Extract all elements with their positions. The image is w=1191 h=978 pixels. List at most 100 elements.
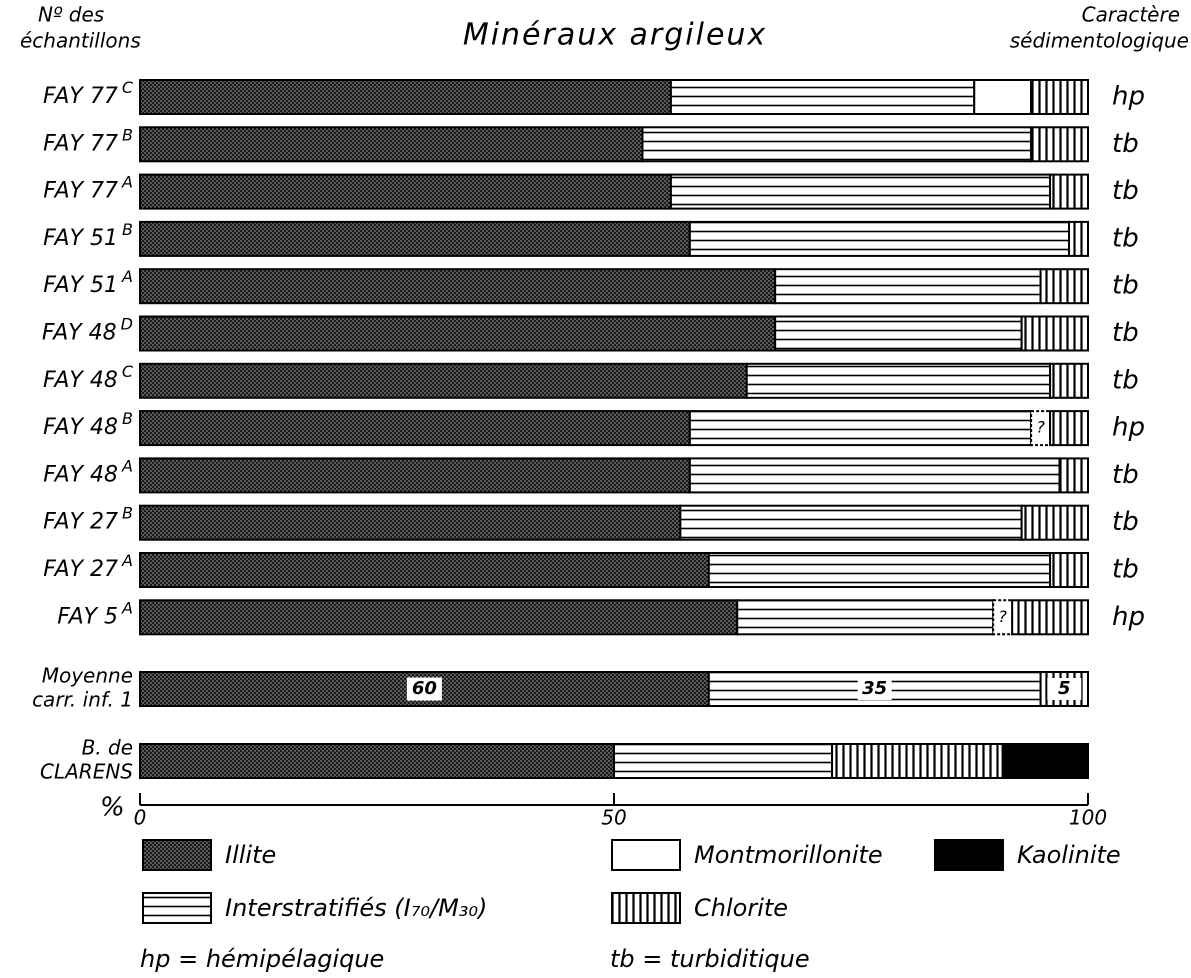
legend-swatch <box>611 892 681 924</box>
uncertain-label: ? <box>998 607 1007 626</box>
left-header: échantillons <box>20 29 141 53</box>
category-superscript: B <box>122 503 133 522</box>
value-label: 60 <box>412 678 437 699</box>
category-label: FAY 77 B <box>43 125 133 157</box>
bar-segment <box>139 743 615 779</box>
category-text: FAY 27 <box>43 557 118 582</box>
bar-segment <box>139 79 672 115</box>
sediment-label: tb <box>1112 460 1139 490</box>
bar-segment <box>139 599 739 636</box>
category-label: carr. inf. 1 <box>32 688 133 712</box>
bar-segment <box>139 220 691 257</box>
sediment-label: hp <box>1112 413 1145 443</box>
category-text: FAY 51 <box>43 273 118 298</box>
bar-segment <box>1011 599 1089 636</box>
sediment-label: tb <box>1112 129 1139 159</box>
category-text: FAY 5 <box>57 604 118 629</box>
sediment-label: tb <box>1112 555 1139 585</box>
category-superscript: C <box>122 78 134 97</box>
category-label: FAY 51 B <box>43 219 133 251</box>
category-superscript: B <box>122 125 133 144</box>
category-label: FAY 48 B <box>43 409 133 441</box>
note: hp = hémipélagique <box>140 945 384 973</box>
bar-segment <box>1049 410 1089 447</box>
category-text: FAY 48 <box>42 321 117 346</box>
x-tick-label: 0 <box>134 806 147 830</box>
bar-segment <box>669 173 1052 210</box>
bar-segment <box>688 220 1071 257</box>
bar-segment <box>774 268 1042 305</box>
bar-segment <box>1001 743 1089 779</box>
category-label: FAY 77 A <box>43 172 133 204</box>
bar-segment <box>736 599 995 636</box>
category-label: FAY 77 C <box>43 78 134 110</box>
category-text: FAY 48 <box>43 462 118 487</box>
category-label: FAY 48 C <box>43 361 134 393</box>
category-superscript: A <box>121 267 133 286</box>
left-header: Nº des <box>38 3 104 27</box>
uncertain-label: ? <box>1036 418 1045 437</box>
category-text: FAY 27 <box>43 510 118 535</box>
category-superscript: D <box>121 314 133 333</box>
bar-segment <box>1030 126 1089 163</box>
x-axis-label: % <box>100 793 125 823</box>
note: tb = turbiditique <box>610 945 810 973</box>
category-superscript: C <box>122 361 134 380</box>
bar-segment <box>679 504 1023 541</box>
legend-swatch <box>142 892 212 924</box>
bar-segment <box>669 79 976 115</box>
bar-segment <box>831 743 1004 779</box>
bar-segment <box>745 362 1052 399</box>
bar-segment <box>1020 504 1090 541</box>
value-label: 5 <box>1058 678 1071 699</box>
category-label: FAY 27 A <box>43 551 133 583</box>
bar-segment <box>139 268 777 305</box>
legend-label: Illite <box>225 841 276 869</box>
category-label: FAY 48 D <box>42 314 133 346</box>
category-superscript: B <box>122 409 133 428</box>
category-label: FAY 48 A <box>43 456 133 488</box>
category-superscript: A <box>121 551 133 570</box>
sediment-label: hp <box>1112 82 1145 112</box>
bar-segment <box>688 457 1061 494</box>
legend-label: Montmorillonite <box>694 841 883 869</box>
legend-label: Kaolinite <box>1017 841 1121 869</box>
category-label: FAY 27 B <box>43 503 133 535</box>
sediment-label: tb <box>1112 223 1139 253</box>
category-text: FAY 77 <box>43 131 118 156</box>
category-text: FAY 48 <box>43 368 118 393</box>
legend-swatch <box>934 839 1004 871</box>
bar-segment <box>139 410 691 447</box>
value-label-bg <box>406 677 442 701</box>
category-text: FAY 48 <box>43 415 118 440</box>
category-superscript: A <box>121 598 133 617</box>
x-tick-label: 50 <box>601 806 626 830</box>
bar-segment <box>774 315 1023 352</box>
category-label: CLARENS <box>40 760 133 784</box>
sediment-label: hp <box>1112 602 1145 632</box>
right-header: sédimentologique <box>1010 29 1189 53</box>
x-tick-label: 100 <box>1069 806 1107 830</box>
category-text: FAY 51 <box>43 226 118 251</box>
category-text: FAY 77 <box>43 84 118 109</box>
bar-segment <box>1049 552 1089 588</box>
bar-segment <box>1049 173 1089 210</box>
bar-segment <box>139 173 672 210</box>
sediment-label: tb <box>1112 507 1139 537</box>
bar-segment <box>688 410 1033 447</box>
category-label: Moyenne <box>42 664 133 688</box>
bar-segment <box>1058 457 1090 494</box>
sediment-label: tb <box>1112 271 1139 301</box>
value-label-bg <box>857 678 892 700</box>
category-superscript: A <box>121 456 133 475</box>
bar-segment <box>973 79 1033 115</box>
bar-segment <box>613 743 834 779</box>
bar-segment <box>139 362 748 399</box>
category-superscript: A <box>121 172 133 191</box>
sediment-label: tb <box>1112 365 1139 395</box>
value-label-bg <box>1047 678 1082 700</box>
category-text: FAY 77 <box>43 179 118 204</box>
category-label: FAY 51 A <box>43 267 133 299</box>
